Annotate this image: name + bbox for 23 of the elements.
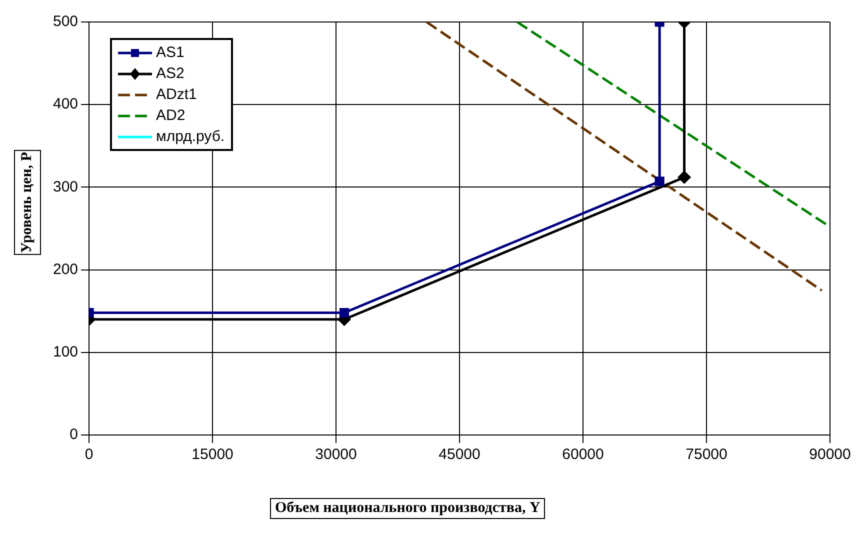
y-tick-label: 400 bbox=[52, 96, 78, 113]
x-tick-label: 90000 bbox=[809, 446, 851, 464]
x-axis-title: Объем национального производства, Y bbox=[270, 498, 546, 519]
point bbox=[678, 171, 691, 184]
legend-label: AS2 bbox=[156, 65, 184, 82]
legend-label: ADzt1 bbox=[156, 86, 197, 103]
legend-label: млрд.руб. bbox=[156, 128, 225, 145]
y-tick-label: 200 bbox=[52, 260, 78, 278]
point bbox=[339, 308, 350, 318]
point bbox=[654, 176, 664, 186]
x-tick-label: 60000 bbox=[562, 446, 604, 464]
y-tick-label: 0 bbox=[70, 426, 78, 444]
y-axis-title: Уровень цен, P bbox=[14, 150, 41, 255]
y-tick-label: 300 bbox=[52, 178, 78, 196]
y-tick-label: 100 bbox=[52, 344, 78, 361]
legend-label: AD2 bbox=[156, 107, 186, 124]
x-tick-label: 45000 bbox=[438, 446, 480, 464]
legend-label: AS1 bbox=[156, 44, 184, 61]
x-tick-label: 75000 bbox=[686, 446, 728, 464]
y-tick-label: 500 bbox=[52, 13, 78, 30]
x-tick-label: 15000 bbox=[192, 446, 234, 464]
x-tick-label: 0 bbox=[84, 446, 94, 464]
x-tick-label: 30000 bbox=[315, 446, 357, 464]
